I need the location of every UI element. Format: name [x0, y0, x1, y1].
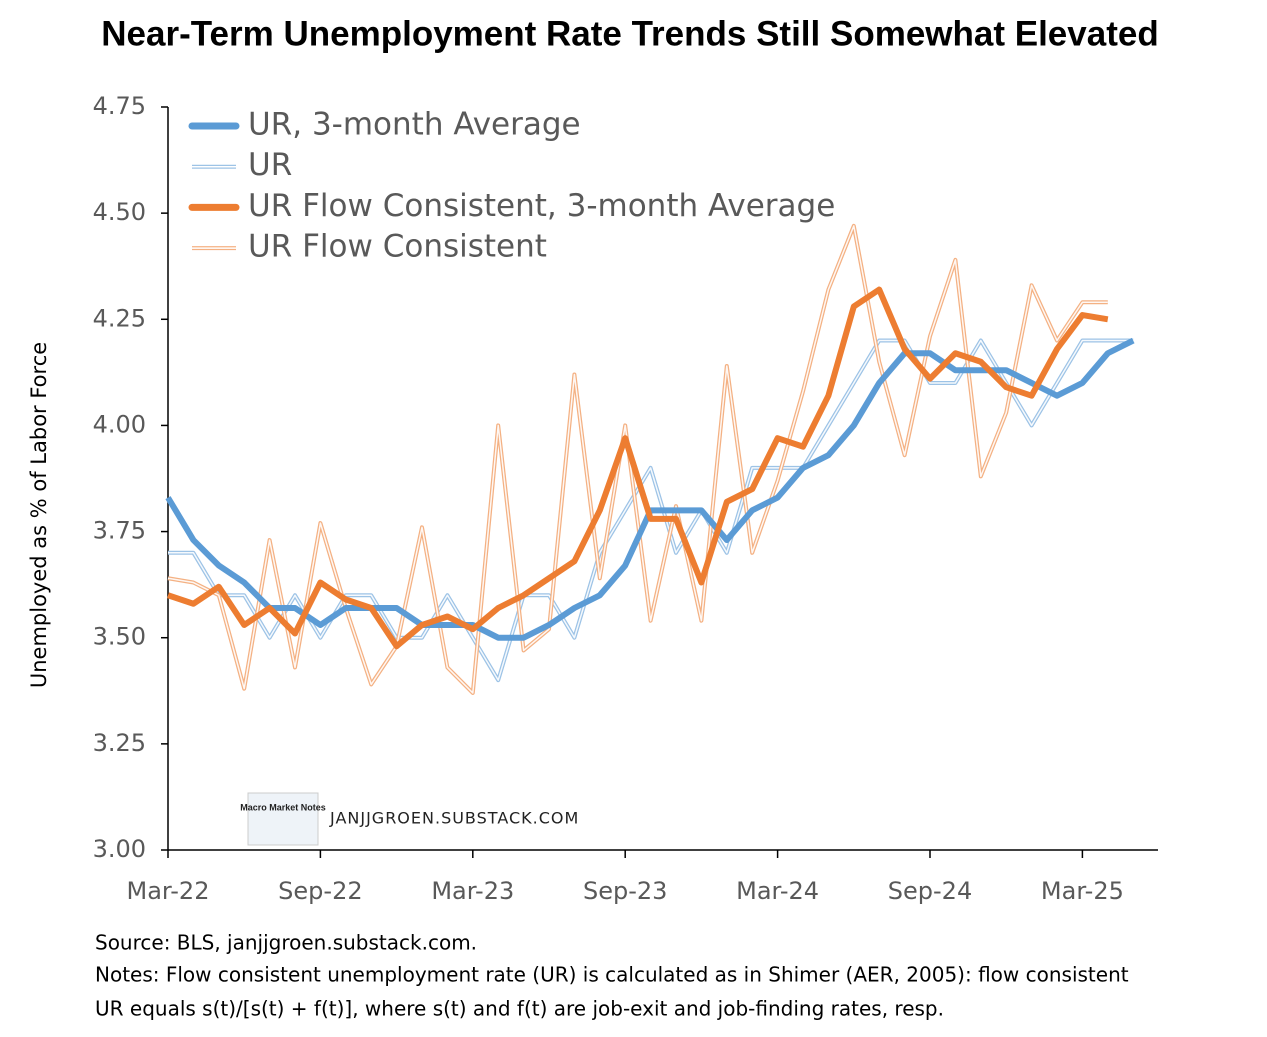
legend-label: UR Flow Consistent — [248, 229, 547, 265]
x-tick-label: Mar-23 — [431, 877, 514, 905]
x-tick-label: Sep-22 — [278, 877, 362, 905]
y-axis-label: Unemployed as % of Labor Force — [27, 342, 51, 688]
y-tick-label: 4.75 — [93, 92, 146, 120]
y-tick-label: 3.00 — [93, 835, 146, 863]
series-line-inner — [167, 225, 1108, 694]
y-tick-label: 4.50 — [93, 198, 146, 226]
series-line-inner — [168, 339, 1134, 681]
y-tick-label: 4.25 — [93, 304, 146, 332]
x-tick-label: Mar-22 — [127, 877, 210, 905]
y-tick-label: 3.50 — [93, 623, 146, 651]
y-tick-label: 3.25 — [93, 729, 146, 757]
source: Source: BLS, janjjgroen.substack.com. — [95, 931, 477, 955]
series-line — [167, 286, 1109, 650]
chart-title: Near-Term Unemployment Rate Trends Still… — [101, 14, 1158, 53]
x-tick-label: Sep-24 — [888, 877, 972, 905]
y-tick-label: 4.00 — [93, 410, 146, 438]
legend-label: UR — [248, 147, 292, 183]
logo — [247, 792, 319, 846]
logo-text: Macro Market Notes — [240, 802, 326, 812]
legend-label: UR Flow Consistent, 3-month Average — [248, 188, 835, 224]
y-tick-label: 3.75 — [93, 517, 146, 545]
notes-line: UR equals s(t)/[s(t) + f(t)], where s(t)… — [95, 997, 944, 1021]
x-tick-label: Mar-24 — [736, 877, 819, 905]
legend-label: UR, 3-month Average — [248, 107, 581, 143]
series-line — [167, 223, 1108, 695]
watermark: JANJJGROEN.SUBSTACK.COM — [329, 809, 579, 828]
notes-line: Notes: Flow consistent unemployment rate… — [95, 963, 1129, 987]
x-tick-label: Sep-23 — [583, 877, 667, 905]
x-tick-label: Mar-25 — [1041, 877, 1124, 905]
